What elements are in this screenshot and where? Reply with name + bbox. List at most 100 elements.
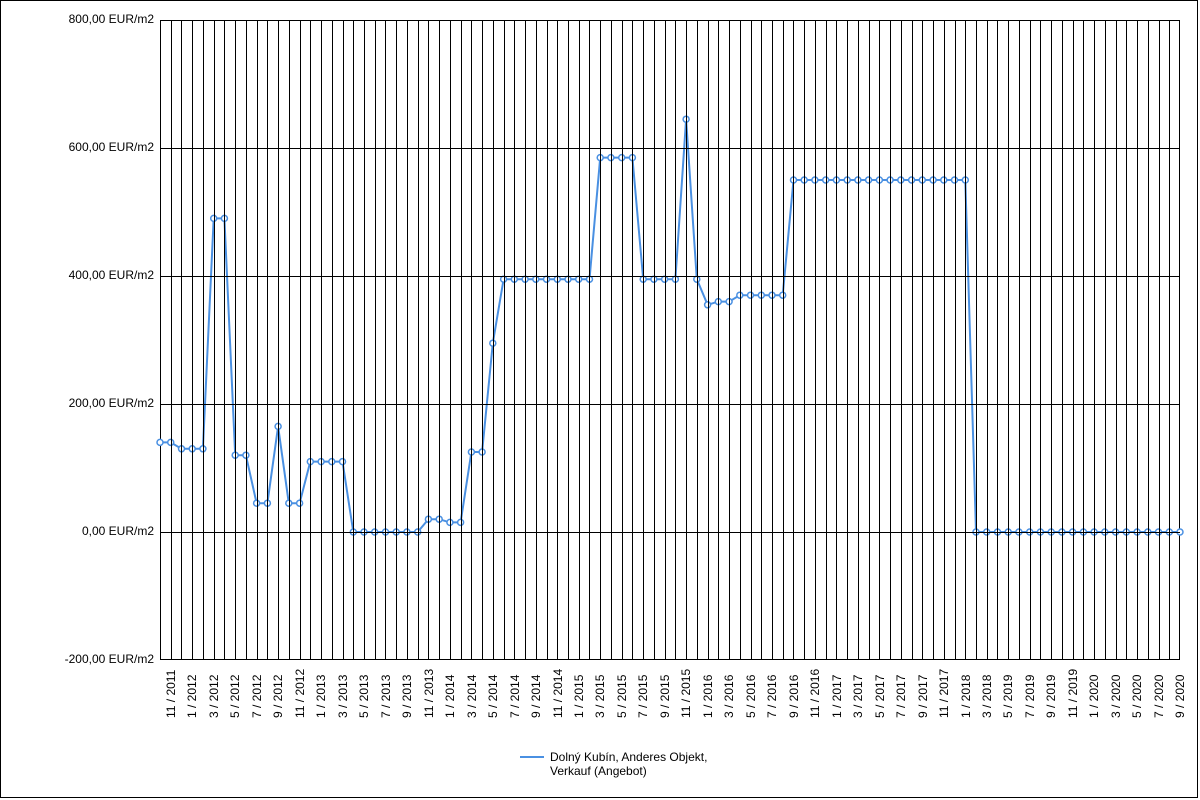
gridline-vertical (321, 20, 322, 660)
gridline-vertical (461, 20, 462, 660)
x-axis-label: 5 / 2016 (744, 675, 758, 718)
gridline-vertical (310, 20, 311, 660)
gridline-vertical (922, 20, 923, 660)
gridline-vertical (257, 20, 258, 660)
x-axis-label: 3 / 2012 (207, 675, 221, 718)
x-axis-label: 5 / 2020 (1130, 675, 1144, 718)
gridline-vertical (858, 20, 859, 660)
gridline-vertical (826, 20, 827, 660)
gridline-vertical (267, 20, 268, 660)
gridline-vertical (418, 20, 419, 660)
x-axis-label: 3 / 2015 (593, 675, 607, 718)
gridline-vertical (740, 20, 741, 660)
gridline-vertical (611, 20, 612, 660)
gridline-vertical (708, 20, 709, 660)
legend-text: Dolný Kubín, Anderes Objekt, Verkauf (An… (550, 750, 707, 779)
x-axis-label: 3 / 2013 (336, 675, 350, 718)
gridline-vertical (332, 20, 333, 660)
gridline-horizontal (160, 276, 1180, 277)
gridline-horizontal (160, 148, 1180, 149)
gridline-vertical (933, 20, 934, 660)
gridline-vertical (1148, 20, 1149, 660)
gridline-vertical (1159, 20, 1160, 660)
gridline-vertical (847, 20, 848, 660)
gridline-vertical (579, 20, 580, 660)
gridline-vertical (1030, 20, 1031, 660)
gridline-vertical (869, 20, 870, 660)
gridline-vertical (343, 20, 344, 660)
x-axis-label: 9 / 2020 (1173, 675, 1187, 718)
x-axis-label: 11 / 2019 (1066, 669, 1080, 718)
x-axis-label: 7 / 2015 (636, 675, 650, 718)
x-axis-label: 5 / 2015 (615, 675, 629, 718)
gridline-vertical (944, 20, 945, 660)
gridline-vertical (686, 20, 687, 660)
gridline-vertical (890, 20, 891, 660)
legend-label-line1: Dolný Kubín, Anderes Objekt, (550, 750, 707, 764)
x-axis-label: 7 / 2020 (1152, 675, 1166, 718)
gridline-vertical (751, 20, 752, 660)
gridline-vertical (697, 20, 698, 660)
gridline-vertical (504, 20, 505, 660)
gridline-vertical (654, 20, 655, 660)
x-axis-label: 11 / 2012 (293, 669, 307, 718)
x-axis-label: 7 / 2017 (894, 675, 908, 718)
y-axis-label: 600,00 EUR/m2 (69, 140, 154, 154)
gridline-vertical (557, 20, 558, 660)
x-axis-label: 5 / 2014 (486, 675, 500, 718)
gridline-vertical (289, 20, 290, 660)
gridline-vertical (235, 20, 236, 660)
gridline-vertical (1083, 20, 1084, 660)
x-axis-label: 11 / 2015 (679, 669, 693, 718)
gridline-vertical (375, 20, 376, 660)
x-axis-label: 11 / 2011 (164, 670, 178, 718)
gridline-vertical (772, 20, 773, 660)
gridline-vertical (364, 20, 365, 660)
gridline-vertical (214, 20, 215, 660)
gridline-horizontal (160, 532, 1180, 533)
gridline-vertical (815, 20, 816, 660)
x-axis-label: 7 / 2019 (1023, 675, 1037, 718)
x-axis-label: 11 / 2013 (422, 669, 436, 718)
gridline-vertical (493, 20, 494, 660)
gridline-vertical (1105, 20, 1106, 660)
gridline-vertical (632, 20, 633, 660)
gridline-vertical (793, 20, 794, 660)
gridline-vertical (396, 20, 397, 660)
gridline-vertical (729, 20, 730, 660)
gridline-vertical (353, 20, 354, 660)
x-axis-label: 3 / 2017 (851, 675, 865, 718)
x-axis-label: 7 / 2016 (765, 675, 779, 718)
gridline-vertical (192, 20, 193, 660)
gridline-vertical (428, 20, 429, 660)
x-axis-label: 11 / 2014 (551, 669, 565, 718)
x-axis-label: 3 / 2016 (722, 675, 736, 718)
x-axis-label: 5 / 2017 (873, 675, 887, 718)
x-axis-label: 3 / 2018 (980, 675, 994, 718)
gridline-vertical (439, 20, 440, 660)
gridline-vertical (997, 20, 998, 660)
x-axis-label: 11 / 2017 (937, 669, 951, 718)
x-axis-label: 5 / 2013 (357, 675, 371, 718)
gridline-vertical (1073, 20, 1074, 660)
legend-label-line2: Verkauf (Angebot) (550, 764, 707, 778)
gridline-vertical (976, 20, 977, 660)
x-axis-label: 1 / 2020 (1087, 675, 1101, 718)
x-axis-label: 1 / 2013 (314, 675, 328, 718)
gridline-vertical (536, 20, 537, 660)
x-axis-label: 9 / 2013 (400, 675, 414, 718)
gridline-vertical (568, 20, 569, 660)
x-axis-label: 1 / 2018 (959, 675, 973, 718)
y-axis-label: 200,00 EUR/m2 (69, 396, 154, 410)
gridline-vertical (1094, 20, 1095, 660)
gridline-vertical (407, 20, 408, 660)
gridline-vertical (224, 20, 225, 660)
legend-line (520, 756, 544, 758)
gridline-vertical (1126, 20, 1127, 660)
gridline-vertical (482, 20, 483, 660)
gridline-vertical (622, 20, 623, 660)
gridline-vertical (171, 20, 172, 660)
x-axis-label: 7 / 2014 (508, 675, 522, 718)
gridline-vertical (181, 20, 182, 660)
x-axis-label: 9 / 2015 (658, 675, 672, 718)
